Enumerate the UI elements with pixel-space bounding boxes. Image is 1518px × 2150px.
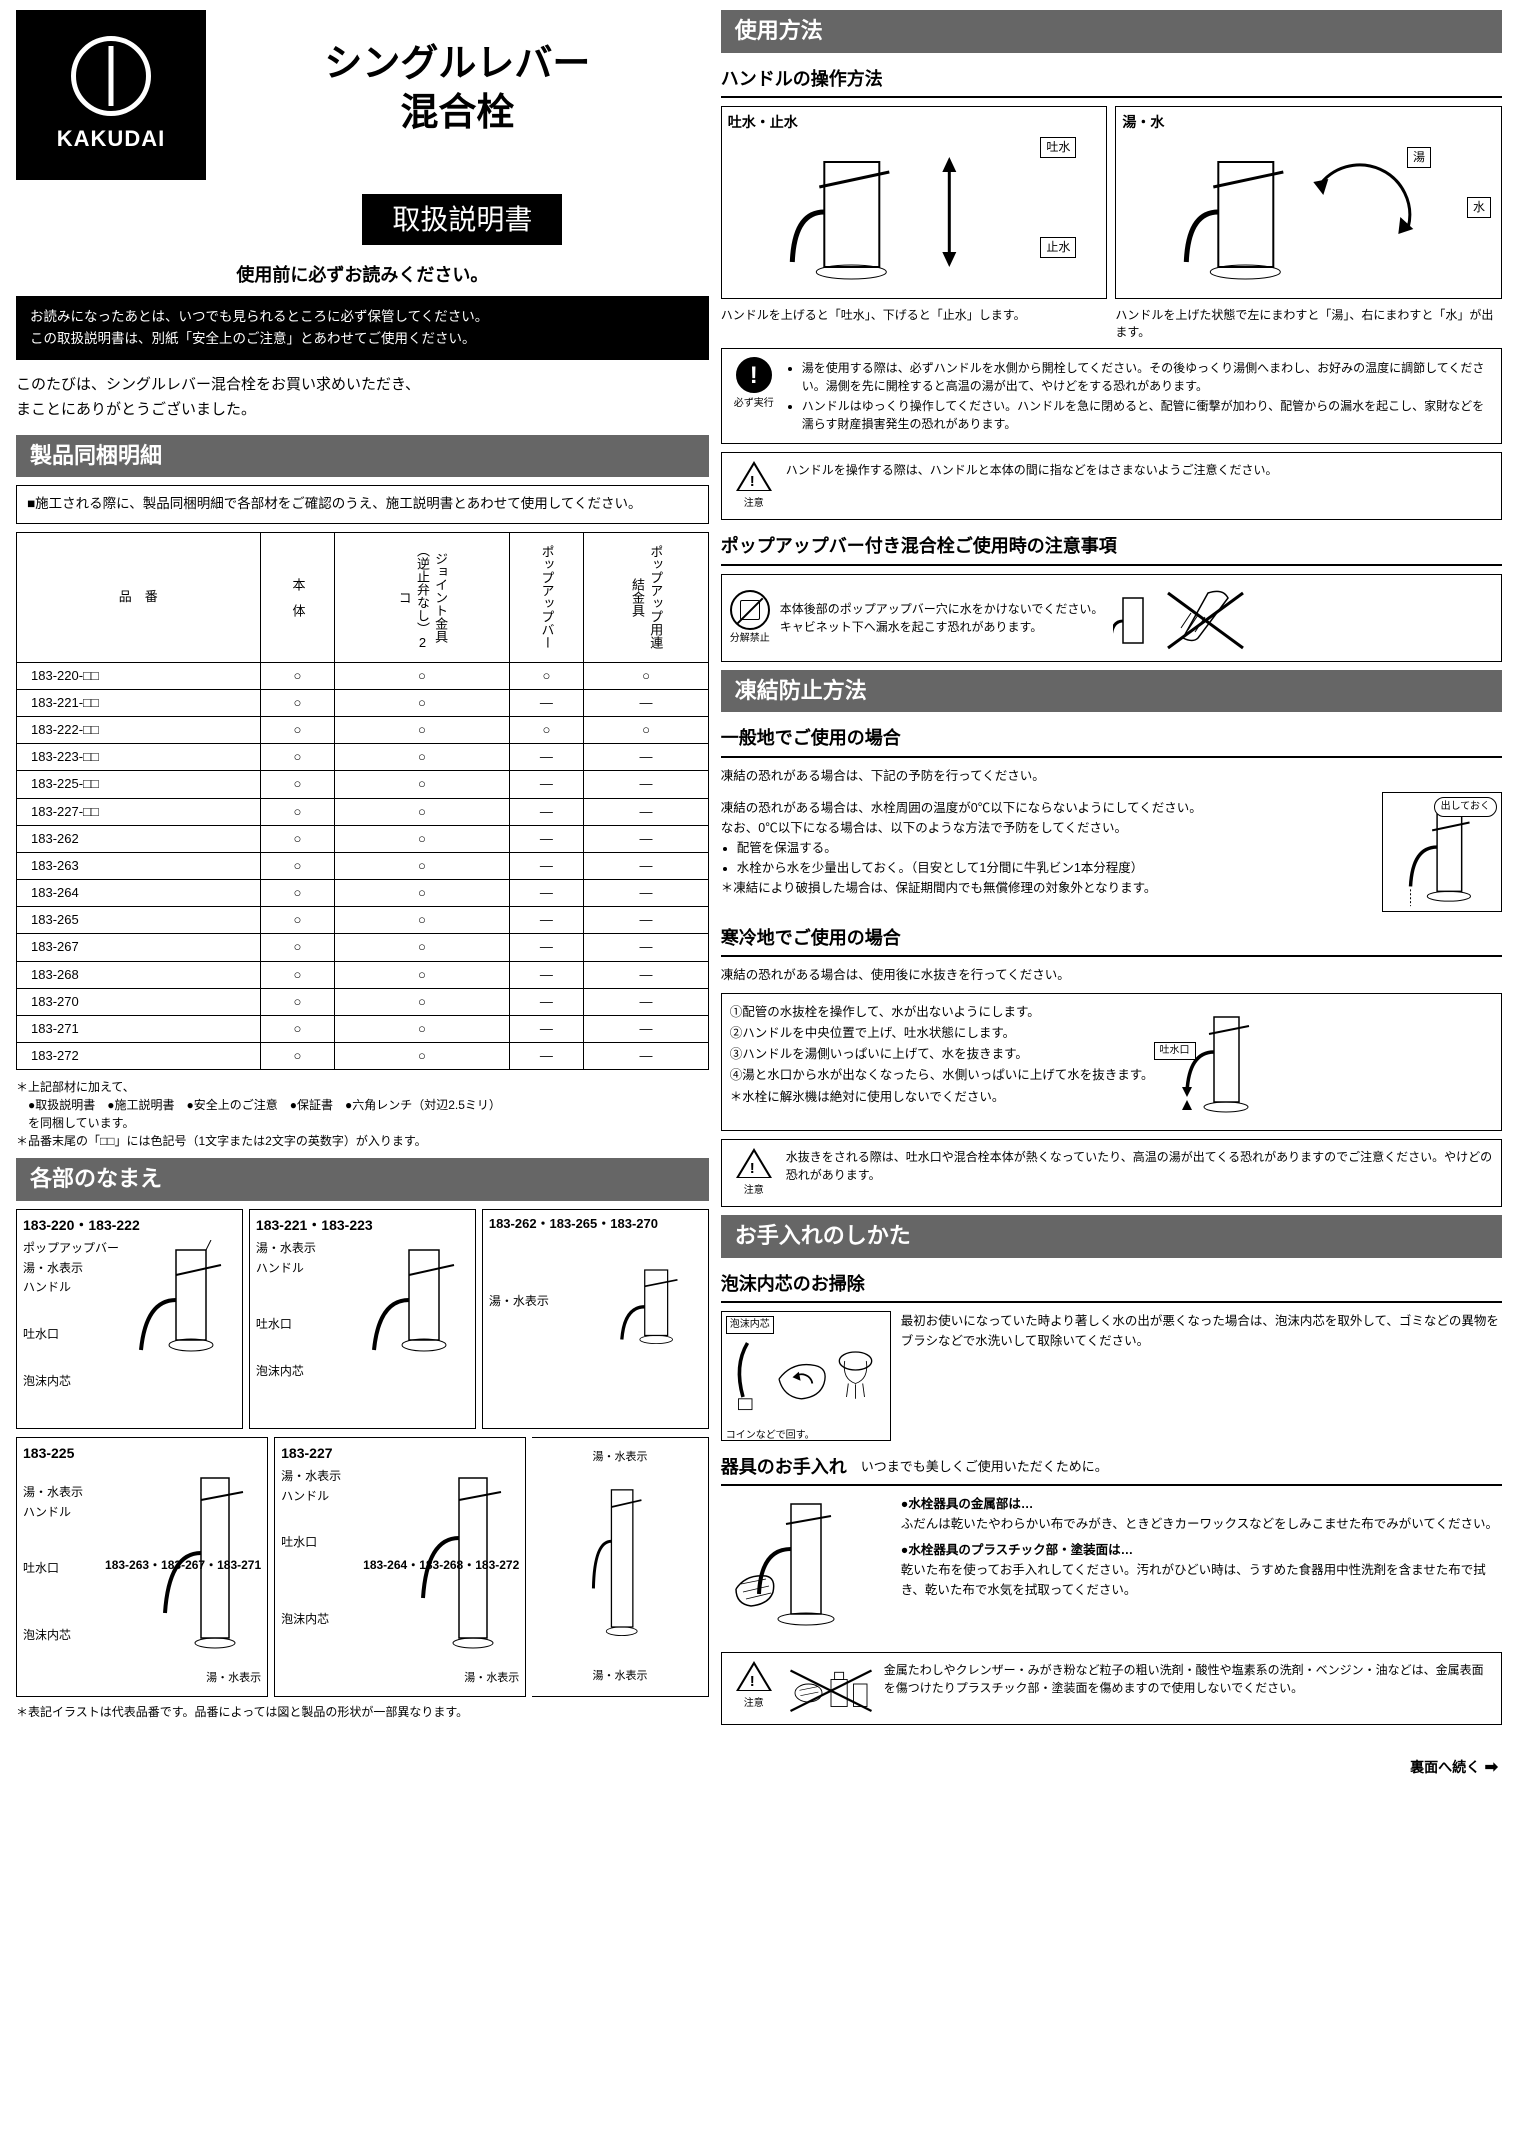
cold-steps-box: ①配管の水抜栓を操作して、水が出ないようにします。 ②ハンドルを中央位置で上げ、… [721,993,1502,1131]
part-cell-c: 183-262・183-265・183-270 湯・水表示 [482,1209,709,1429]
parts-table: 品 番本 体ジョイント金具（逆止弁なし）2コポップアップバーポップアップ用連結金… [16,532,709,1071]
section-usage-header: 使用方法 [721,10,1502,53]
care-warning-box: ! 注意 金属たわしやクレンザー・みがき粉など粒子の粗い洗剤・酸性や塩素系の洗剤… [721,1652,1502,1725]
sub-cold-header: 寒冷地でご使用の場合 [721,922,1502,957]
faucet-diagram-a [126,1240,236,1390]
table-row: 183-222-□□○○○○ [17,716,709,743]
table-row: 183-220-□□○○○○ [17,662,709,689]
logo-icon [71,36,151,116]
table-row: 183-270○○—— [17,988,709,1015]
table-header: ポップアップ用連結金具 [584,532,709,662]
section-care-header: お手入れのしかた [721,1215,1502,1258]
cold-caution-box: ! 注意 水抜きをされる際は、吐水口や混合栓本体が熱くなっていたり、高温の湯が出… [721,1139,1502,1207]
cleaner-warning-illustration [786,1661,876,1716]
part-cell-f: 湯・水表示 湯・水表示 [532,1437,709,1697]
water-stop-caption: ハンドルを上げると「吐水」、下げると「止水」します。 [721,307,1108,341]
table-row: 183-263○○—— [17,852,709,879]
sub-care-header: 器具のお手入れ いつまでも美しくご使用いただくために。 [721,1451,1502,1486]
faucet-diagram-f [590,1477,650,1657]
brand-name: KAKUDAI [57,124,165,155]
operation-water-stop: 吐水・止水 吐水 止水 [721,106,1108,299]
brand-logo: KAKUDAI [16,10,206,180]
parts-names-grid-2: 183-225 湯・水表示 ハンドル 吐水口 泡沫内芯 183-263・183-… [16,1437,709,1697]
faucet-diagram-c [612,1240,702,1390]
caution-icon: ! [736,1148,772,1180]
no-disassembly-icon [730,590,770,630]
table-row: 183-227-□□○○—— [17,798,709,825]
sub-aerator-header: 泡沫内芯のお掃除 [721,1268,1502,1303]
part-cell-a: 183-220・183-222 ポップアップバー 湯・水表示 ハンドル 吐水口 … [16,1209,243,1429]
table-row: 183-264○○—— [17,880,709,907]
part-cell-b: 183-221・183-223 湯・水表示 ハンドル 吐水口 泡沫内芯 [249,1209,476,1429]
water-stop-diagram [728,137,1101,287]
care-illustration [721,1494,891,1644]
read-first: 使用前に必ずお読みください。 [16,263,709,288]
manual-label: 取扱説明書 [362,194,562,245]
popup-illustration [1113,583,1253,653]
sub-handle-header: ハンドルの操作方法 [721,63,1502,98]
table-row: 183-262○○—— [17,825,709,852]
freeze-illustration: 出しておく [1382,792,1502,912]
product-title: シングルレバー 混合栓 [206,10,709,149]
table-row: 183-265○○—— [17,907,709,934]
must-do-icon: ! [736,357,772,393]
thanks-message: このたびは、シングルレバー混合栓をお買い求めいただき、 まことにありがとうござい… [16,372,709,423]
table-row: 183-272○○—— [17,1043,709,1070]
table-row: 183-267○○—— [17,934,709,961]
popup-warning: 分解禁止 本体後部のポップアップバー穴に水をかけないでください。 キャビネット下… [721,574,1502,662]
parts-names-grid: 183-220・183-222 ポップアップバー 湯・水表示 ハンドル 吐水口 … [16,1209,709,1429]
table-header: 品 番 [17,532,261,662]
sub-general-header: 一般地でご使用の場合 [721,722,1502,757]
table-header: ジョイント金具（逆止弁なし）2コ [335,532,509,662]
section-freeze-header: 凍結防止方法 [721,670,1502,713]
caution-icon: ! [736,461,772,493]
cold-intro: 凍結の恐れがある場合は、使用後に水抜きを行ってください。 [721,965,1502,985]
part-cell-d: 183-225 湯・水表示 ハンドル 吐水口 泡沫内芯 183-263・183-… [16,1437,268,1697]
table-row: 183-225-□□○○—— [17,771,709,798]
hot-cold-caption: ハンドルを上げた状態で左にまわすと「湯」、右にまわすと「水」が出ます。 [1115,307,1502,341]
table-row: 183-271○○—— [17,1016,709,1043]
faucet-diagram-b [359,1240,469,1390]
table-header: 本 体 [260,532,335,662]
table-row: 183-221-□□○○—— [17,689,709,716]
parts-footnote: ＊上記部材に加えて、 ●取扱説明書 ●施工説明書 ●安全上のご注意 ●保証書 ●… [16,1078,709,1150]
section-parts-header: 製品同梱明細 [16,435,709,478]
names-footnote: ＊表記イラストは代表品番です。品番によっては図と製品の形状が一部異なります。 [16,1703,709,1721]
aerator-text: 最初お使いになっていた時より著しく水の出が悪くなった場合は、泡沫内芯を取外して、… [901,1311,1502,1441]
must-do-box: ! 必ず実行 湯を使用する際は、必ずハンドルを水側から開栓してください。その後ゆ… [721,348,1502,444]
freeze-intro: 凍結の恐れがある場合は、下記の予防を行ってください。 [721,766,1502,786]
caution-handle-box: ! 注意 ハンドルを操作する際は、ハンドルと本体の間に指などをはさまないようご注… [721,452,1502,520]
cold-illustration: 吐水口 [1164,1002,1274,1122]
section-names-header: 各部のなまえ [16,1158,709,1201]
hot-cold-diagram [1122,137,1495,287]
table-row: 183-268○○—— [17,961,709,988]
operation-hot-cold: 湯・水 湯 水 [1115,106,1502,299]
part-cell-e: 183-227 湯・水表示 ハンドル 吐水口 泡沫内芯 183-264・183-… [274,1437,526,1697]
sub-popup-header: ポップアップバー付き混合栓ご使用時の注意事項 [721,530,1502,565]
parts-check-note: ■施工される際に、製品同梱明細で各部材をご確認のうえ、施工説明書とあわせて使用し… [16,485,709,523]
table-header: ポップアップバー [509,532,584,662]
table-row: 183-223-□□○○—— [17,744,709,771]
caution-icon: ! [736,1661,772,1693]
aerator-clean-illustration: 泡沫内芯 コインなどで回す。 [721,1311,891,1441]
storage-note: お読みになったあとは、いつでも見られるところに必ず保管してください。 この取扱説… [16,296,709,359]
page-footer: 裏面へ続く [0,1749,1518,1787]
